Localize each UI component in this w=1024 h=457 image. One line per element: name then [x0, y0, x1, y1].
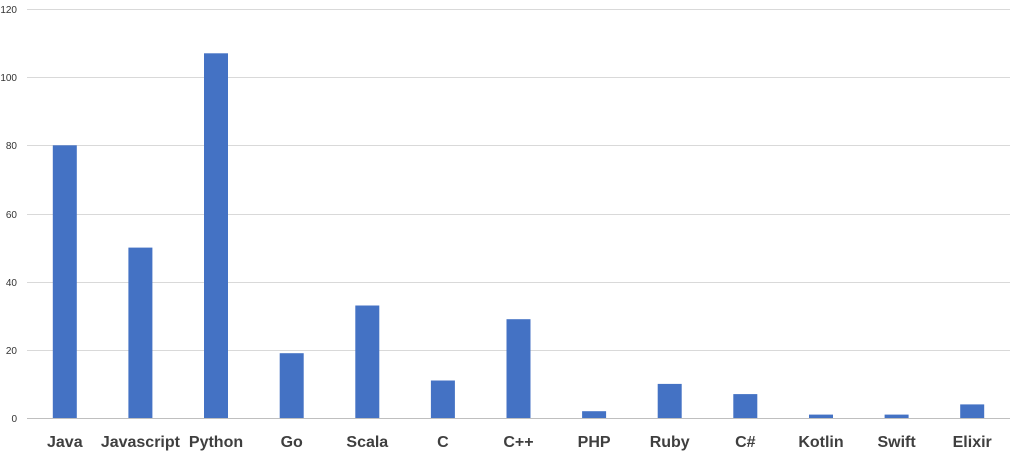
bar-python: [204, 53, 228, 419]
x-tick-label: Go: [281, 434, 303, 451]
x-tick-label: Java: [47, 434, 83, 451]
bar-php: [582, 411, 607, 418]
x-tick-label: Scala: [346, 434, 388, 451]
y-axis-ticks: 0 20 40 60 80 100 120: [0, 5, 17, 425]
gridlines: [27, 9, 1010, 419]
bar-go: [279, 353, 304, 418]
bar-javascript: [128, 247, 153, 418]
x-tick-label: PHP: [578, 434, 611, 451]
bar-csharp: [733, 394, 758, 418]
x-tick-label: Swift: [877, 434, 916, 451]
y-tick-label: 120: [0, 5, 17, 16]
x-axis-ticks: Java Javascript Python Go Scala C C++ PHP Ruby C#…: [47, 434, 992, 451]
bar-elixir: [960, 404, 985, 418]
bar-c: [430, 380, 455, 418]
x-tick-label: Ruby: [650, 434, 690, 451]
y-tick-label: 20: [6, 346, 18, 357]
y-tick-label: 60: [6, 210, 18, 221]
bar-scala: [355, 305, 380, 418]
x-tick-label: Javascript: [101, 434, 181, 451]
y-tick-label: 0: [11, 414, 17, 425]
x-tick-label: Python: [189, 434, 243, 451]
bar-java: [52, 145, 77, 419]
y-tick-label: 100: [0, 73, 17, 84]
x-tick-label: C: [437, 434, 449, 451]
x-tick-label: C++: [503, 434, 533, 451]
x-tick-label: Kotlin: [798, 434, 843, 451]
y-tick-label: 80: [6, 141, 18, 152]
bar-kotlin: [809, 414, 833, 418]
x-tick-label: C#: [735, 434, 756, 451]
bar-swift: [884, 414, 909, 418]
y-tick-label: 40: [6, 278, 18, 289]
bar-cplusplus: [506, 319, 531, 418]
x-tick-label: Elixir: [953, 434, 992, 451]
bars: [52, 53, 985, 419]
bar-ruby: [657, 383, 682, 418]
